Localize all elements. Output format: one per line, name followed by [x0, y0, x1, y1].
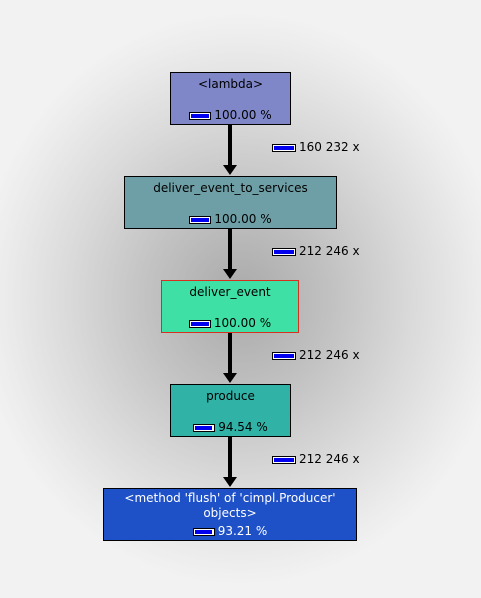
- edge-label: 212 246 x: [272, 348, 360, 362]
- percent-label: 100.00 %: [214, 212, 272, 226]
- call-count-bar: [272, 352, 296, 360]
- edge-line: [228, 437, 232, 479]
- arrow-head-icon: [223, 269, 237, 279]
- node-deliver-event[interactable]: deliver_event 100.00 %: [161, 280, 299, 333]
- percent-label: 93.21 %: [217, 524, 268, 538]
- percent-label: 94.54 %: [218, 420, 268, 434]
- node-lambda[interactable]: <lambda> 100.00 %: [170, 72, 291, 125]
- node-title: <lambda>: [197, 77, 264, 91]
- edge-line: [228, 229, 232, 271]
- node-title: <method 'flush' of 'cimpl.Producer' obje…: [124, 491, 336, 520]
- edge-label: 212 246 x: [272, 452, 360, 466]
- edge-count: 212 246 x: [299, 452, 360, 466]
- node-percent: 93.21 %: [104, 524, 356, 538]
- node-percent: 100.00 %: [162, 316, 298, 330]
- percent-bar: [189, 112, 212, 120]
- percent-bar: [193, 424, 216, 432]
- edge-label: 212 246 x: [272, 244, 360, 258]
- edge-count: 212 246 x: [299, 348, 360, 362]
- call-count-bar: [272, 456, 296, 464]
- edge-label: 160 232 x: [272, 140, 360, 154]
- node-percent: 100.00 %: [171, 108, 290, 122]
- percent-bar: [192, 528, 215, 536]
- call-count-bar: [272, 248, 296, 256]
- percent-label: 100.00 %: [214, 108, 272, 122]
- call-count-bar: [272, 144, 296, 152]
- node-title: deliver_event_to_services: [153, 181, 308, 195]
- edge-line: [228, 125, 232, 167]
- edge-count: 160 232 x: [299, 140, 360, 154]
- node-percent: 100.00 %: [125, 212, 336, 226]
- node-produce[interactable]: produce 94.54 %: [170, 384, 291, 437]
- arrow-head-icon: [223, 165, 237, 175]
- percent-bar: [189, 216, 212, 224]
- node-deliver-event-to-services[interactable]: deliver_event_to_services 100.00 %: [124, 176, 337, 229]
- edge-line: [228, 333, 232, 375]
- arrow-head-icon: [223, 477, 237, 487]
- node-producer-flush[interactable]: <method 'flush' of 'cimpl.Producer' obje…: [103, 488, 357, 541]
- edge-count: 212 246 x: [299, 244, 360, 258]
- node-title: produce: [206, 389, 255, 403]
- percent-bar: [188, 320, 211, 328]
- percent-label: 100.00 %: [213, 316, 272, 330]
- arrow-head-icon: [223, 373, 237, 383]
- node-title: deliver_event: [189, 285, 271, 299]
- node-percent: 94.54 %: [171, 420, 290, 434]
